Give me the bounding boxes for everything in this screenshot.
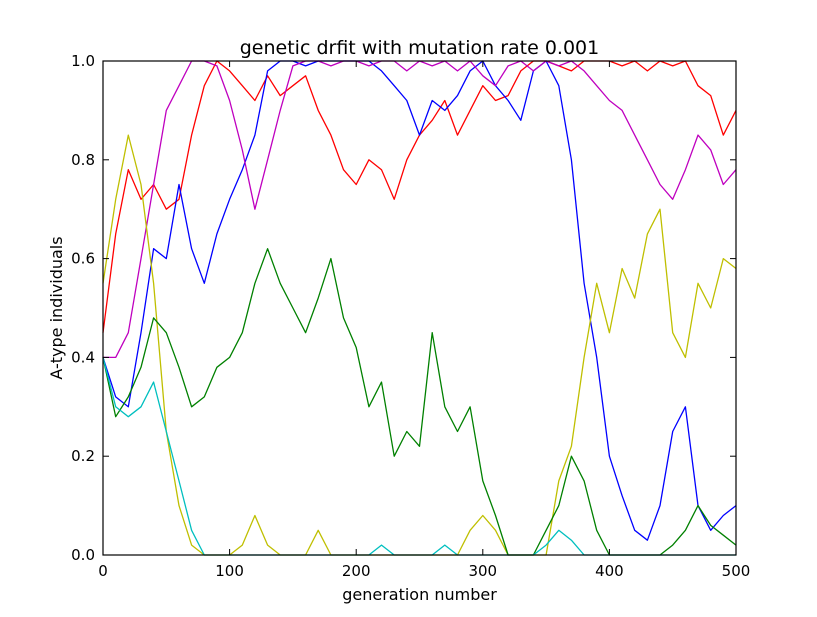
y-axis-label: A-type individuals — [47, 236, 66, 379]
series-line-5 — [102, 248, 737, 556]
tick-layer: 0 100 200 300 400 500 0.0 0.2 0.4 0.6 0.8 1.0 — [71, 52, 750, 580]
y-tick-label-5: 1.0 — [71, 52, 95, 70]
series-line-3 — [103, 60, 737, 359]
x-tick-label-2: 200 — [342, 562, 371, 580]
series-line-4 — [102, 134, 737, 556]
plot-area-frame — [102, 60, 737, 556]
y-tick-label-0: 0.0 — [71, 546, 95, 564]
y-tick-label-3: 0.6 — [71, 250, 95, 268]
y-tick-label-2: 0.4 — [71, 348, 95, 366]
series-layer — [102, 60, 737, 556]
x-tick-label-1: 100 — [215, 562, 244, 580]
y-tick-label-1: 0.2 — [71, 447, 95, 465]
chart-title: genetic drfit with mutation rate 0.001 — [240, 37, 599, 59]
x-tick-label-0: 0 — [98, 562, 108, 580]
y-tick-label-4: 0.8 — [71, 151, 95, 169]
series-line-2 — [102, 60, 737, 541]
series-line-1 — [102, 60, 737, 333]
x-tick-label-5: 500 — [722, 562, 751, 580]
x-tick-label-4: 400 — [595, 562, 624, 580]
x-axis-label: generation number — [342, 585, 497, 604]
series-line-6 — [102, 357, 736, 556]
x-tick-label-3: 300 — [468, 562, 497, 580]
